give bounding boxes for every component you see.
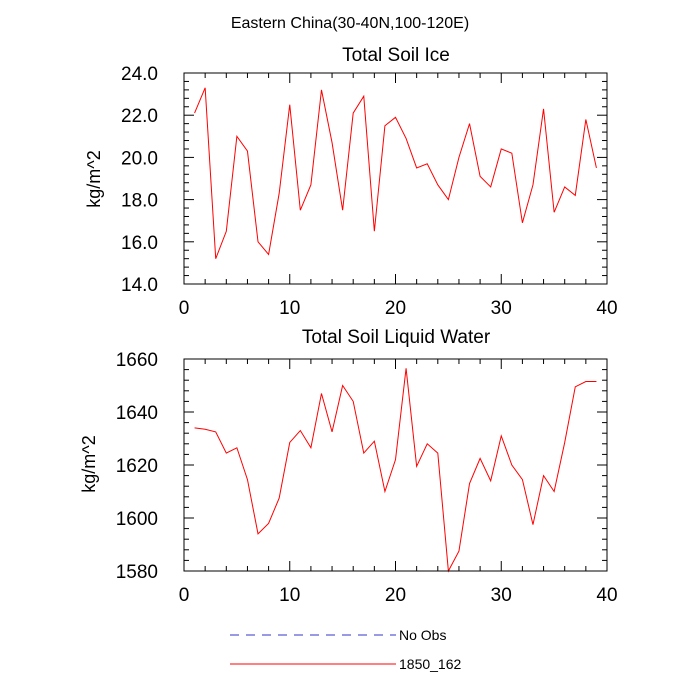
axis-ticks bbox=[183, 358, 608, 572]
plot-frame bbox=[183, 358, 608, 572]
x-tick-label: 30 bbox=[491, 298, 512, 319]
y-tick-label: 1660 bbox=[116, 350, 158, 371]
x-tick-label: 20 bbox=[385, 585, 406, 606]
series-line-1850-162 bbox=[194, 87, 597, 259]
legend-label-no-obs: No Obs bbox=[399, 627, 446, 643]
series-line-1850-162 bbox=[194, 368, 597, 573]
figure-suptitle: Eastern China(30-40N,100-120E) bbox=[231, 15, 469, 32]
series-layer bbox=[194, 87, 597, 259]
y-tick-label: 24.0 bbox=[121, 64, 158, 85]
plot-frame bbox=[183, 72, 608, 285]
chart-title: Total Soil Liquid Water bbox=[302, 327, 491, 348]
y-tick-label: 1620 bbox=[116, 456, 158, 477]
x-tick-label: 40 bbox=[596, 298, 617, 319]
x-tick-label: 10 bbox=[279, 585, 300, 606]
legend-label-1850-162: 1850_162 bbox=[399, 656, 462, 672]
y-tick-label: 14.0 bbox=[121, 275, 158, 296]
y-axis-label: kg/m^2 bbox=[84, 150, 104, 207]
legend-entry-1850-162: 1850_162 bbox=[230, 656, 462, 672]
y-tick-label: 22.0 bbox=[121, 106, 158, 127]
axis-tick-labels: 0 10 20 30 40 14.0 16.0 18.0 20.0 22.0 24.0 bbox=[121, 64, 618, 319]
y-tick-label: 18.0 bbox=[121, 191, 158, 212]
x-tick-label: 0 bbox=[179, 585, 190, 606]
x-tick-label: 20 bbox=[385, 298, 406, 319]
y-tick-label: 16.0 bbox=[121, 233, 158, 254]
axis-ticks bbox=[183, 72, 608, 285]
axis-tick-labels: 0 10 20 30 40 1580 1600 1620 1640 1660 bbox=[116, 350, 618, 606]
chart-panel-total-soil-ice: Total Soil Ice kg/m^2 0 10 20 30 40 14.0 16.0 1… bbox=[84, 45, 618, 319]
y-tick-label: 1640 bbox=[116, 403, 158, 424]
series-layer bbox=[194, 368, 597, 573]
y-tick-label: 20.0 bbox=[121, 148, 158, 169]
legend-entry-no-obs: No Obs bbox=[230, 627, 446, 643]
legend: No Obs 1850_162 bbox=[230, 627, 462, 672]
x-tick-label: 0 bbox=[179, 298, 190, 319]
y-axis-label: kg/m^2 bbox=[79, 435, 99, 492]
x-tick-label: 40 bbox=[596, 585, 617, 606]
y-tick-label: 1600 bbox=[116, 509, 158, 530]
x-tick-label: 30 bbox=[491, 585, 512, 606]
chart-panel-total-soil-liquid-water: Total Soil Liquid Water kg/m^2 0 10 20 30 40… bbox=[79, 327, 618, 606]
x-tick-label: 10 bbox=[279, 298, 300, 319]
y-tick-label: 1580 bbox=[116, 562, 158, 583]
chart-title: Total Soil Ice bbox=[342, 45, 450, 66]
